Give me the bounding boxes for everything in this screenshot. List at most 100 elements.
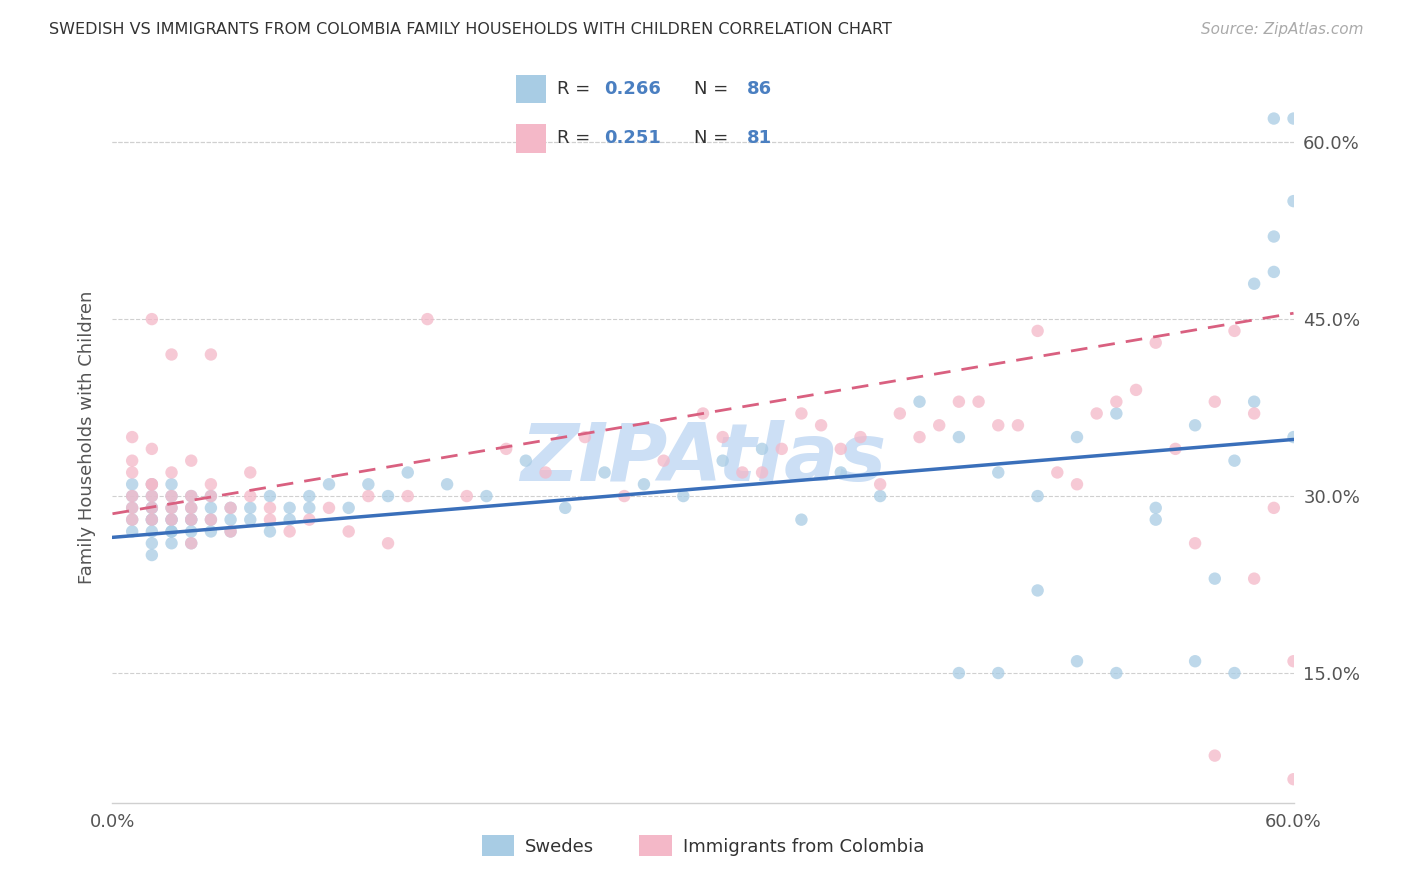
Point <box>160 524 183 539</box>
Point <box>652 453 675 467</box>
Point <box>121 489 143 503</box>
Point <box>219 513 242 527</box>
Point <box>180 513 202 527</box>
Point <box>121 489 143 503</box>
Legend: Swedes, Immigrants from Colombia: Swedes, Immigrants from Colombia <box>475 828 931 863</box>
Point <box>180 489 202 503</box>
Point <box>928 418 950 433</box>
Point <box>1184 418 1206 433</box>
Point <box>672 489 695 503</box>
Point <box>790 407 813 421</box>
Point <box>1223 666 1246 681</box>
Point <box>1282 654 1305 668</box>
Point <box>160 536 183 550</box>
Point <box>1243 407 1265 421</box>
Point <box>160 347 183 361</box>
Point <box>141 477 163 491</box>
Point <box>1066 477 1088 491</box>
Point <box>121 430 143 444</box>
Point <box>337 500 360 515</box>
Point <box>731 466 754 480</box>
Point <box>1085 407 1108 421</box>
Point <box>967 394 990 409</box>
Point <box>219 524 242 539</box>
Point <box>141 500 163 515</box>
Point <box>200 524 222 539</box>
Y-axis label: Family Households with Children: Family Households with Children <box>77 291 96 583</box>
Point <box>180 500 202 515</box>
Point <box>554 500 576 515</box>
Point <box>141 500 163 515</box>
Point <box>121 466 143 480</box>
Point <box>1184 654 1206 668</box>
Point <box>869 477 891 491</box>
Text: N =: N = <box>695 79 734 97</box>
Point <box>1204 572 1226 586</box>
Point <box>456 489 478 503</box>
Point <box>830 442 852 456</box>
Point <box>259 524 281 539</box>
Point <box>987 418 1010 433</box>
Text: 0.266: 0.266 <box>603 79 661 97</box>
Point <box>298 513 321 527</box>
Point <box>121 513 143 527</box>
Point <box>219 500 242 515</box>
Point <box>160 513 183 527</box>
Point <box>1026 324 1049 338</box>
Point <box>1144 335 1167 350</box>
Point <box>141 477 163 491</box>
Point <box>160 477 183 491</box>
Point <box>948 394 970 409</box>
Point <box>259 489 281 503</box>
Point <box>1263 112 1285 126</box>
Point <box>830 466 852 480</box>
Point <box>337 524 360 539</box>
Point <box>141 489 163 503</box>
Point <box>790 513 813 527</box>
Point <box>219 524 242 539</box>
Point <box>436 477 458 491</box>
Point <box>180 453 202 467</box>
Text: 0.251: 0.251 <box>603 128 661 147</box>
Point <box>200 489 222 503</box>
Point <box>180 513 202 527</box>
Point <box>1144 500 1167 515</box>
Point <box>987 666 1010 681</box>
Text: 86: 86 <box>748 79 772 97</box>
Text: R =: R = <box>557 79 596 97</box>
Point <box>1105 666 1128 681</box>
Point <box>121 500 143 515</box>
Point <box>1282 772 1305 787</box>
Point <box>1282 430 1305 444</box>
Point <box>121 453 143 467</box>
Point <box>141 536 163 550</box>
Point <box>121 524 143 539</box>
Point <box>278 513 301 527</box>
Point <box>1105 407 1128 421</box>
Point <box>219 500 242 515</box>
Point <box>1125 383 1147 397</box>
Point <box>278 524 301 539</box>
Point <box>180 536 202 550</box>
Point <box>160 489 183 503</box>
Point <box>396 466 419 480</box>
Point <box>908 394 931 409</box>
Point <box>1105 394 1128 409</box>
Point <box>1066 430 1088 444</box>
Point <box>180 524 202 539</box>
Point <box>869 489 891 503</box>
Point <box>1144 513 1167 527</box>
Point <box>1204 394 1226 409</box>
Point <box>377 489 399 503</box>
Point <box>259 500 281 515</box>
Point <box>239 489 262 503</box>
Point <box>1263 265 1285 279</box>
Point <box>318 477 340 491</box>
Point <box>889 407 911 421</box>
Point <box>160 524 183 539</box>
Point <box>1263 500 1285 515</box>
Point <box>298 489 321 503</box>
Point <box>121 513 143 527</box>
Point <box>593 466 616 480</box>
Point <box>141 524 163 539</box>
